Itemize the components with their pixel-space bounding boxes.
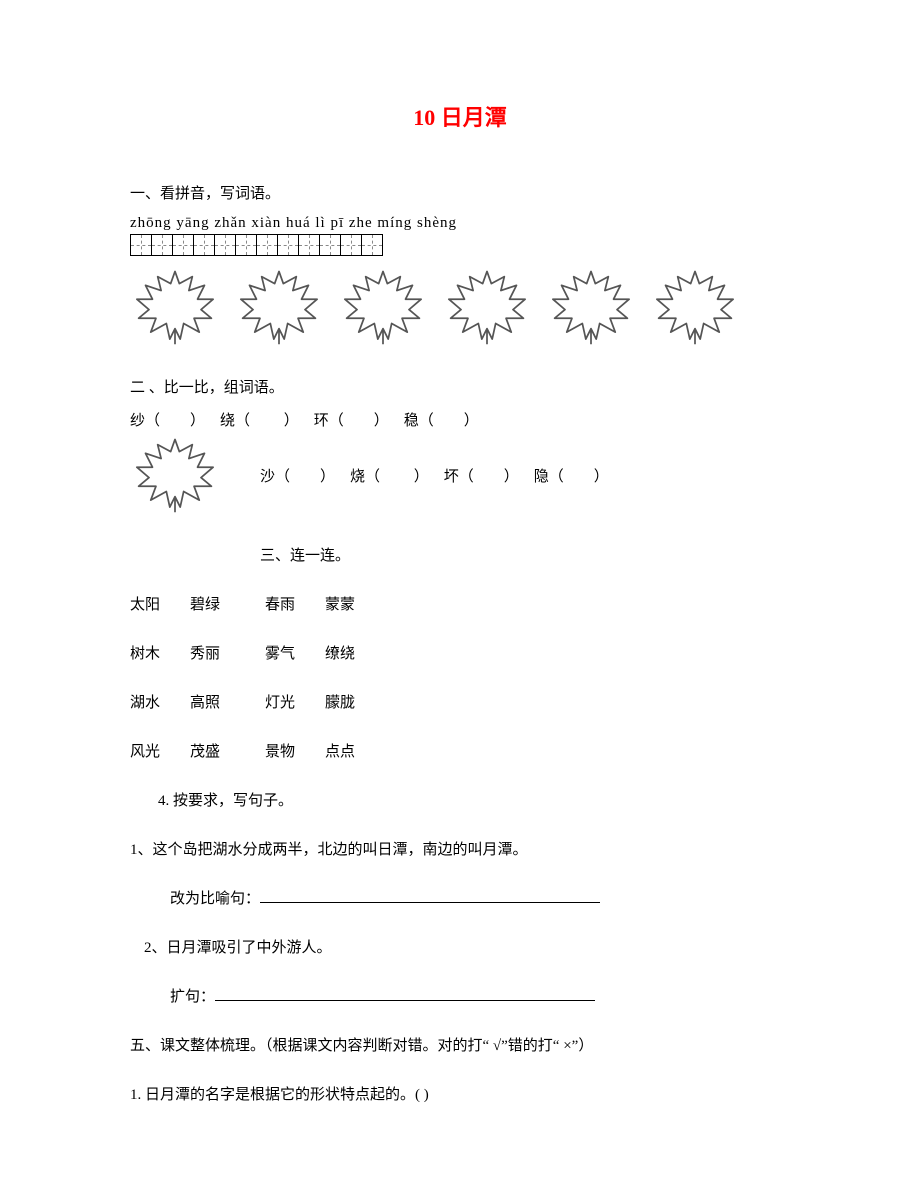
q3-cell: 风光 — [130, 744, 160, 760]
q3-cell: 景物 — [265, 744, 295, 760]
maple-leaf-icon — [234, 268, 324, 346]
q3-heading: 三、连一连。 — [260, 544, 790, 565]
tian-cell[interactable] — [277, 234, 299, 256]
q3-cell: 朦胧 — [325, 695, 355, 711]
q4-heading: 4. 按要求，写句子。 — [158, 789, 790, 810]
q1-tian-grid — [130, 234, 790, 256]
q3-cell: 湖水 — [130, 695, 160, 711]
q4-item2: 2、日月潭吸引了中外游人。 — [144, 936, 790, 957]
q3-cell: 秀丽 — [190, 646, 220, 662]
q3-cell: 树木 — [130, 646, 160, 662]
q2-heading: 二 、比一比，组词语。 — [130, 376, 790, 397]
q2-row2: 沙（ ） 烧（ ） 坏（ ） 隐（ ） — [260, 465, 609, 486]
tian-cell[interactable] — [172, 234, 194, 256]
q3-row: 树木 秀丽 雾气 缭绕 — [130, 642, 790, 663]
q3-row: 湖水 高照 灯光 朦胧 — [130, 691, 790, 712]
q3-row: 太阳 碧绿 春雨 蒙蒙 — [130, 593, 790, 614]
blank-line[interactable] — [260, 902, 600, 903]
tian-cell[interactable] — [151, 234, 173, 256]
q3-cell: 茂盛 — [190, 744, 220, 760]
q3-cell: 太阳 — [130, 597, 160, 613]
q4-item1-answer: 改为比喻句： — [170, 887, 790, 908]
q5-heading: 五、课文整体梳理。（根据课文内容判断对错。对的打“ √”错的打“ ×”） — [130, 1034, 790, 1055]
q4-item1-label: 改为比喻句： — [170, 891, 260, 907]
q1-heading: 一、看拼音，写词语。 — [130, 182, 790, 203]
q3-cell: 蒙蒙 — [325, 597, 355, 613]
tian-cell[interactable] — [361, 234, 383, 256]
tian-cell[interactable] — [193, 234, 215, 256]
q4-item2-answer: 扩句： — [170, 985, 790, 1006]
q4-item2-label: 扩句： — [170, 989, 215, 1005]
q1-pinyin: zhōng yāng zhǎn xiàn huá lì pī zhe míng … — [130, 215, 790, 232]
worksheet-page: 10 日月潭 一、看拼音，写词语。 zhōng yāng zhǎn xiàn h… — [0, 0, 920, 1164]
tian-cell[interactable] — [340, 234, 362, 256]
page-title: 10 日月潭 — [130, 100, 790, 132]
q5-item1: 1. 日月潭的名字是根据它的形状特点起的。( ) — [130, 1083, 790, 1104]
q2-row1: 纱（ ） 绕（ ） 环（ ） 稳（ ） — [130, 409, 790, 430]
tian-cell[interactable] — [235, 234, 257, 256]
tian-cell[interactable] — [214, 234, 236, 256]
q1-leaf-row — [130, 268, 790, 346]
q3-cell: 春雨 — [265, 597, 295, 613]
tian-cell[interactable] — [130, 234, 152, 256]
maple-leaf-icon — [546, 268, 636, 346]
maple-leaf-icon — [338, 268, 428, 346]
q3-cell: 高照 — [190, 695, 220, 711]
q3-cell: 雾气 — [265, 646, 295, 662]
q3-cell: 灯光 — [265, 695, 295, 711]
maple-leaf-icon — [130, 436, 220, 514]
q3-cell: 碧绿 — [190, 597, 220, 613]
tian-cell[interactable] — [298, 234, 320, 256]
q4-item1: 1、这个岛把湖水分成两半，北边的叫日潭，南边的叫月潭。 — [130, 838, 790, 859]
q3-cell: 点点 — [325, 744, 355, 760]
maple-leaf-icon — [650, 268, 740, 346]
q3-cell: 缭绕 — [325, 646, 355, 662]
maple-leaf-icon — [442, 268, 532, 346]
tian-cell[interactable] — [256, 234, 278, 256]
q2-row2-container: 沙（ ） 烧（ ） 坏（ ） 隐（ ） — [130, 436, 790, 514]
maple-leaf-icon — [130, 268, 220, 346]
q3-row: 风光 茂盛 景物 点点 — [130, 740, 790, 761]
tian-cell[interactable] — [319, 234, 341, 256]
blank-line[interactable] — [215, 1000, 595, 1001]
